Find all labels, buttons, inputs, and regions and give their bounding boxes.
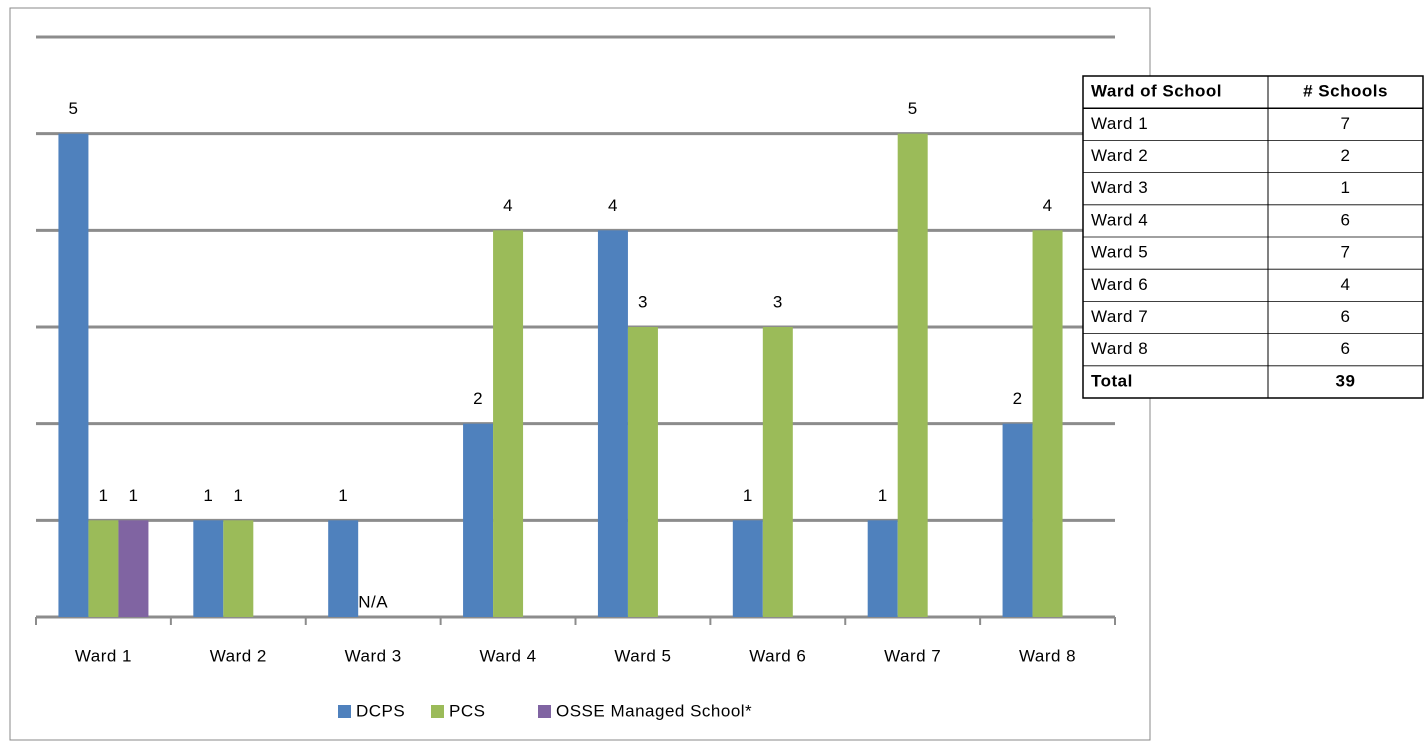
data-label: 1 — [878, 486, 888, 505]
table: Ward of School # Schools Ward 1 7 Ward 2 2 War… — [1082, 75, 1424, 399]
bar — [328, 520, 359, 617]
data-label: 4 — [503, 196, 513, 215]
table-cell: 4 — [1341, 275, 1351, 294]
data-label: 2 — [473, 389, 483, 408]
bar — [193, 520, 224, 617]
table-cell: Ward 5 — [1091, 243, 1148, 262]
table-cell: Ward 3 — [1091, 178, 1148, 197]
data-label: 1 — [338, 486, 348, 505]
legend-label: OSSE Managed School* — [556, 701, 752, 720]
table-cell: Ward 1 — [1091, 114, 1148, 133]
data-label: N/A — [358, 592, 388, 611]
bar — [732, 520, 763, 617]
data-label: 1 — [203, 486, 213, 505]
bar — [867, 520, 898, 617]
table-cell: 7 — [1341, 114, 1351, 133]
bar — [463, 423, 494, 617]
data-label: 5 — [68, 99, 78, 118]
table-cell: 6 — [1341, 307, 1351, 326]
x-tick-label: Ward 1 — [75, 646, 132, 665]
legend-swatch — [431, 705, 444, 718]
table-cell: Total — [1091, 371, 1133, 390]
bar — [493, 230, 524, 618]
data-label: 1 — [233, 486, 243, 505]
table-cell: Ward 8 — [1091, 339, 1148, 358]
x-tick-label: Ward 3 — [345, 646, 402, 665]
legend-swatch — [338, 705, 351, 718]
data-label: 2 — [1013, 389, 1023, 408]
data-label: 1 — [128, 486, 138, 505]
bar — [118, 520, 149, 617]
table-cell: 6 — [1341, 210, 1351, 229]
x-tick-label: Ward 4 — [479, 646, 536, 665]
bar — [897, 133, 928, 617]
table-cell: Ward of School — [1091, 82, 1222, 101]
legend-swatch — [538, 705, 551, 718]
bar — [762, 327, 793, 617]
bar — [627, 327, 658, 617]
table-cell: Ward 2 — [1091, 146, 1148, 165]
table-cell: 7 — [1341, 243, 1351, 262]
data-label: 4 — [608, 196, 618, 215]
x-tick-label: Ward 2 — [210, 646, 267, 665]
table-cell: 6 — [1341, 339, 1351, 358]
x-tick-label: Ward 8 — [1019, 646, 1076, 665]
bar — [88, 520, 119, 617]
x-tick-label: Ward 7 — [884, 646, 941, 665]
table-cell: Ward 6 — [1091, 275, 1148, 294]
data-label: 3 — [638, 292, 648, 311]
chart-frame — [9, 7, 1151, 741]
x-tick-label: Ward 6 — [749, 646, 806, 665]
legend-label: DCPS — [356, 701, 405, 720]
chart: Ward 1 5 1 1 Ward 2 1 1 Ward 3 1 N/A Ward 4 2 4 Ward … — [35, 35, 1116, 720]
table-cell: Ward 7 — [1091, 307, 1148, 326]
data-label: 1 — [98, 486, 108, 505]
table-cell: 39 — [1336, 371, 1356, 390]
table-cell: 1 — [1341, 178, 1351, 197]
data-label: 3 — [773, 292, 783, 311]
x-tick-label: Ward 5 — [614, 646, 671, 665]
bar — [1032, 230, 1063, 618]
bar — [223, 520, 254, 617]
data-label: 1 — [743, 486, 753, 505]
table-cell: # Schools — [1303, 82, 1388, 101]
data-label: 5 — [908, 99, 918, 118]
bar — [58, 133, 89, 617]
table-cell: 2 — [1341, 146, 1351, 165]
bar — [1002, 423, 1033, 617]
legend-label: PCS — [449, 701, 485, 720]
table-cell: Ward 4 — [1091, 210, 1148, 229]
bar — [597, 230, 628, 618]
data-label: 4 — [1043, 196, 1053, 215]
